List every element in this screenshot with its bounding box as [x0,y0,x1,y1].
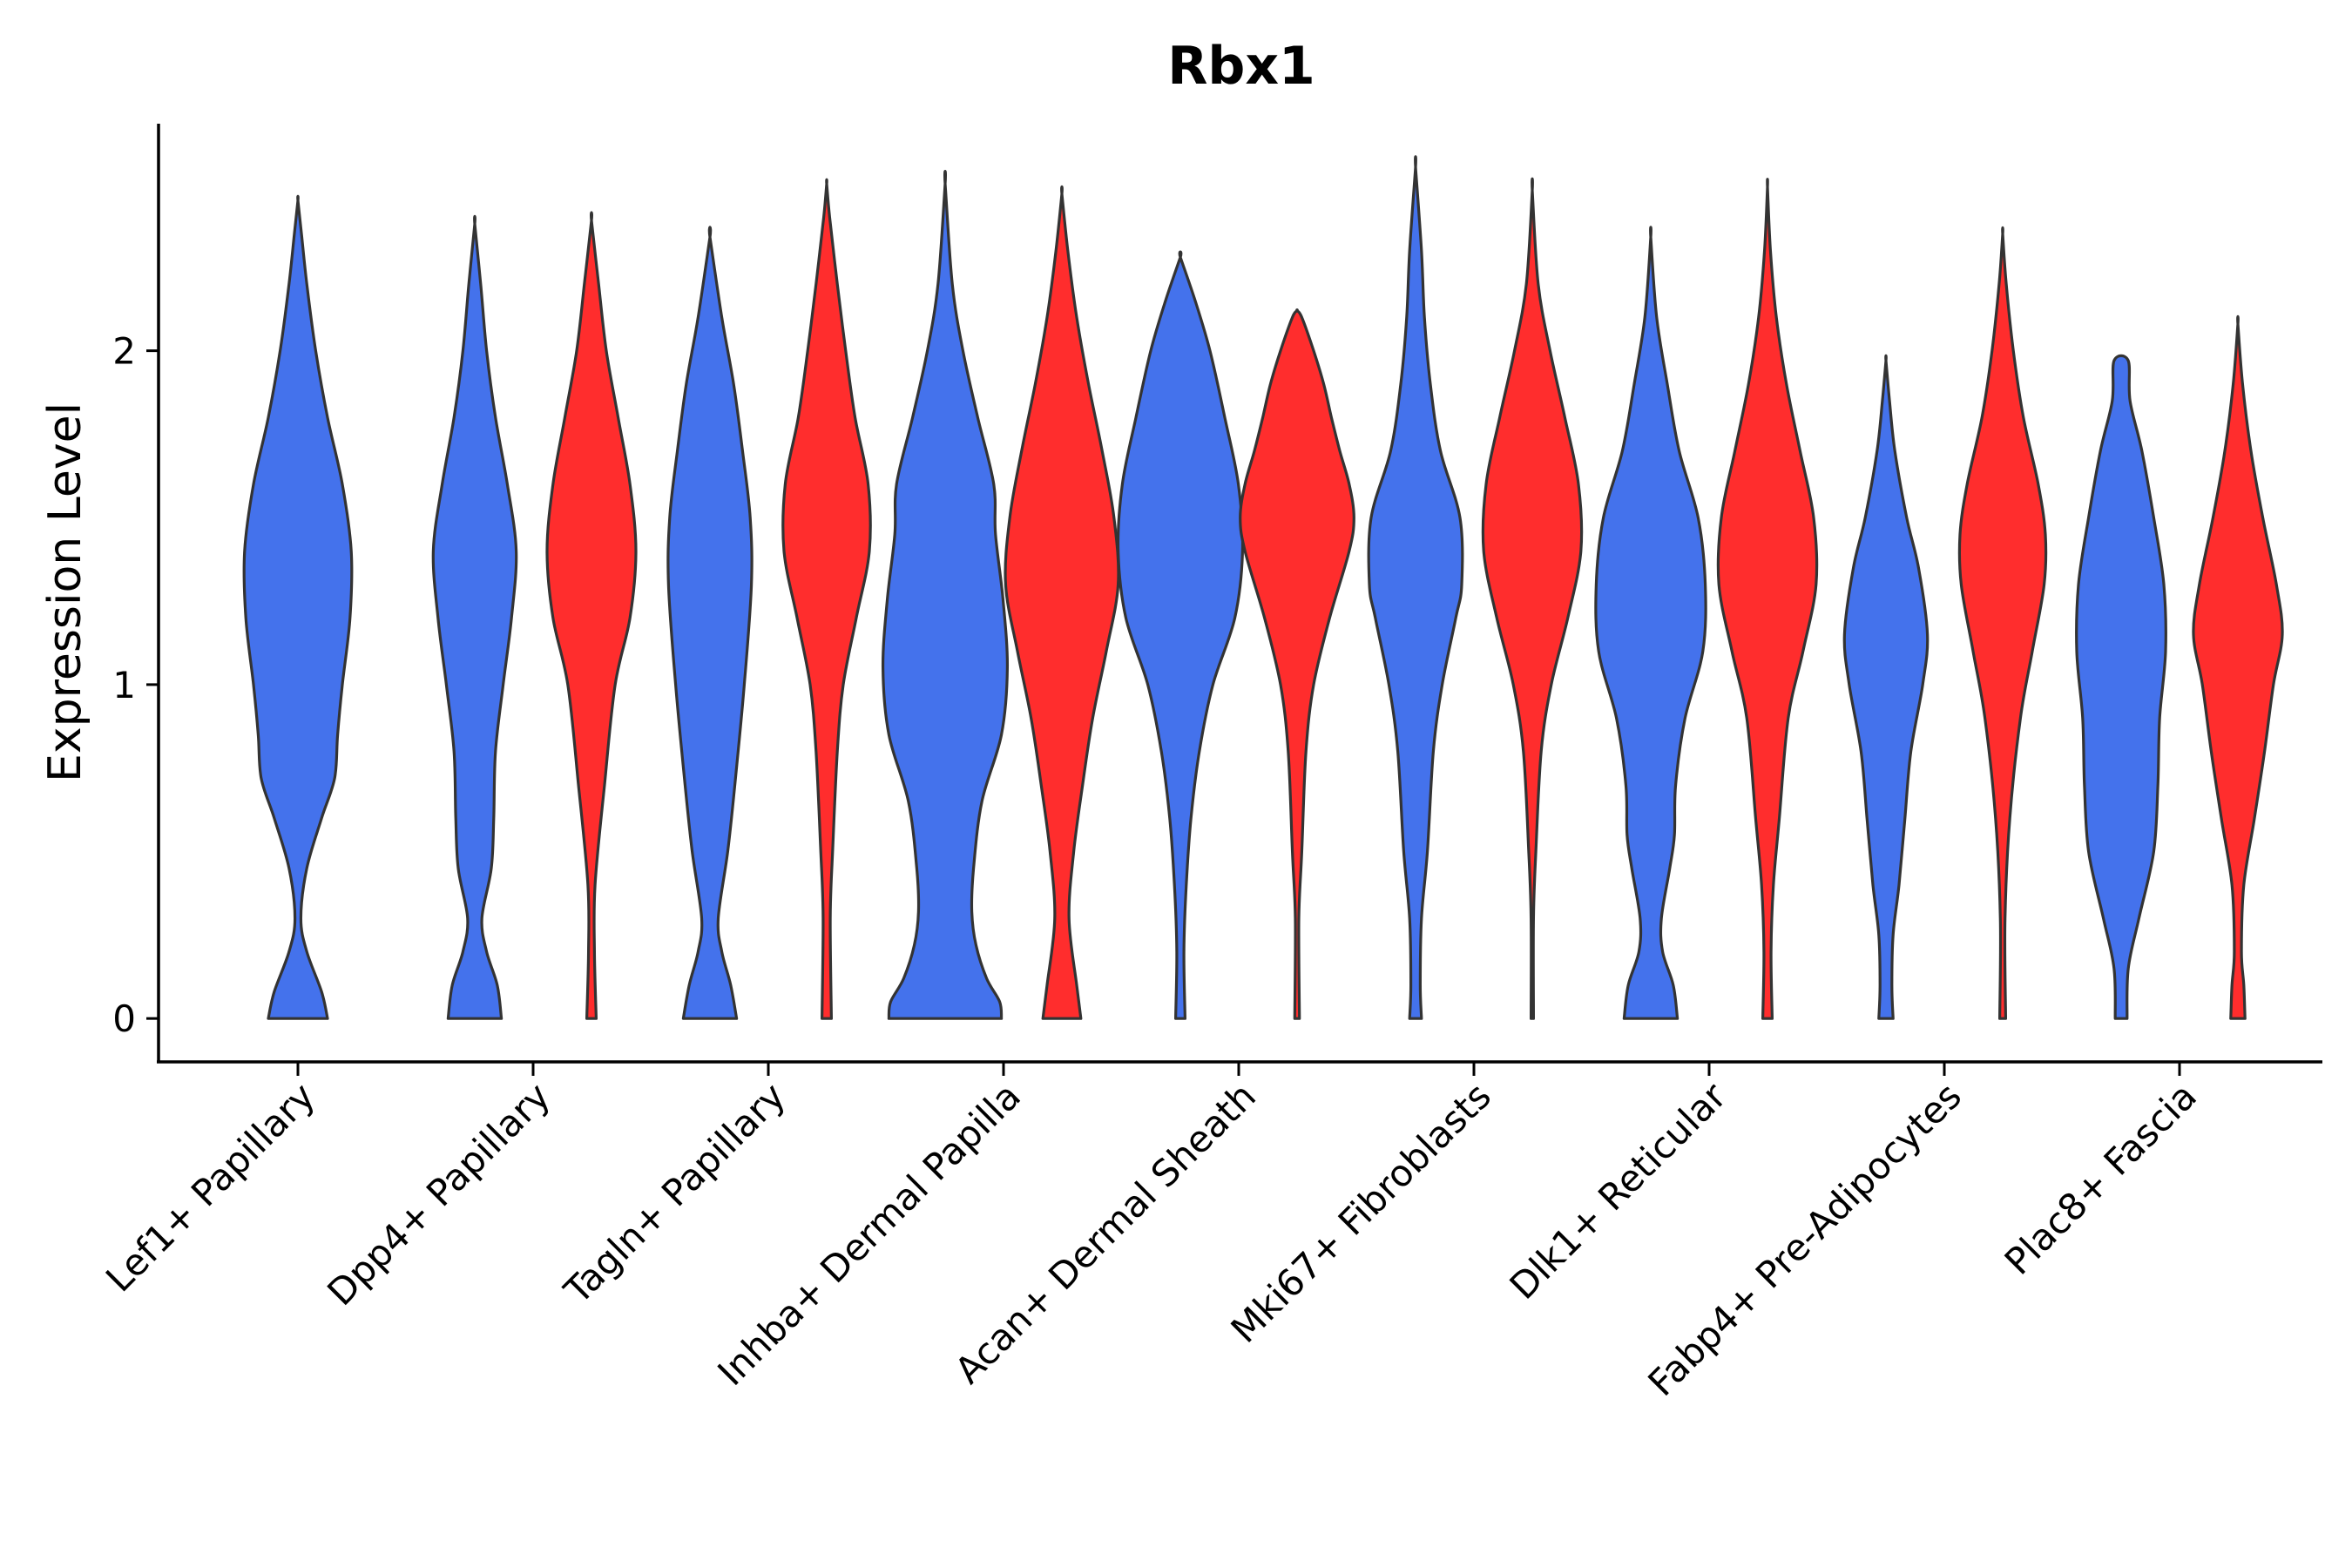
x-tick-label-0: Lef1+ Papillary [98,1074,323,1300]
y-axis-label: Expression Level [39,402,91,782]
violin-4-a [1116,250,1245,1020]
violin-5-b [1481,177,1584,1020]
violin-2-a [666,226,754,1020]
violin-7-a [1842,354,1930,1020]
violin-5-a [1367,155,1464,1020]
violin-4-b [1239,308,1355,1020]
violin-2-b [781,178,872,1020]
y-tick-label-0: 0 [112,997,136,1040]
y-tick-label-2: 2 [112,330,136,373]
x-tick-label-1: Dpp4+ Papillary [319,1074,558,1314]
x-tick-label-6: Dlk1+ Reticular [1502,1074,1735,1308]
violin-1-b [545,211,638,1020]
violin-3-a [881,170,1010,1020]
x-tick-label-8: Plac8+ Fascia [1997,1074,2205,1282]
violin-8-a [2075,354,2167,1020]
violin-6-a [1594,226,1707,1020]
chart-title: Rbx1 [1167,36,1315,97]
violin-1-a [431,214,518,1020]
violin-6-b [1716,178,1819,1020]
violins-layer [242,155,2284,1020]
y-ticks: 0 1 2 [112,330,159,1040]
violin-0-a [242,194,354,1020]
violin-3-b [1004,185,1120,1020]
violin-7-b [1957,226,2048,1020]
x-tick-label-5: Mki67+ Fibroblasts [1223,1074,1499,1350]
violin-8-b [2192,314,2284,1020]
x-tick-label-2: Tagln+ Papillary [556,1074,794,1312]
y-tick-label-1: 1 [112,664,136,706]
